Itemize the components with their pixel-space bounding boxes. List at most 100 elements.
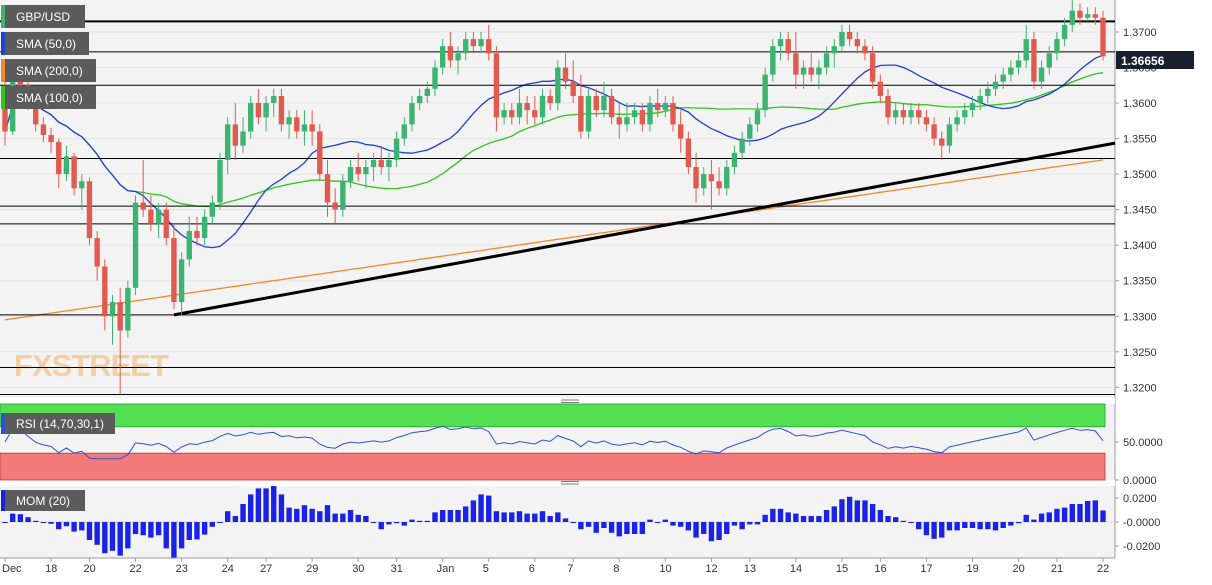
current-price-value: 1.36656 (1121, 54, 1165, 68)
mom-bar (171, 522, 177, 558)
candle-body (209, 202, 216, 217)
candle-body (877, 81, 884, 96)
candle-body (839, 31, 845, 47)
candle (923, 110, 930, 132)
candle (132, 195, 139, 295)
candle (693, 152, 699, 203)
candle (747, 117, 753, 146)
candle (478, 31, 484, 54)
mom-bar (578, 522, 584, 530)
candle-body (1092, 14, 1099, 18)
mom-panel-splitter[interactable] (0, 480, 1115, 486)
candle (547, 88, 553, 111)
legend-sma200[interactable]: SMA (200,0) (1, 59, 96, 82)
candle (601, 81, 607, 118)
candle (985, 81, 991, 104)
candle-body (409, 103, 415, 125)
candle (1031, 31, 1037, 89)
legend-instrument[interactable]: GBP/USD (1, 5, 85, 28)
mom-bar (854, 500, 860, 522)
candle-body (340, 181, 346, 210)
mom-bar (63, 522, 70, 527)
candle-body (524, 103, 530, 111)
candle-body (148, 209, 154, 224)
candle-body (547, 95, 553, 104)
candle (969, 95, 976, 118)
legend-sma100[interactable]: SMA (100,0) (1, 86, 96, 109)
candle-body (232, 124, 239, 146)
candle-body (370, 159, 377, 168)
mom-bar (716, 522, 722, 540)
candle (1092, 7, 1099, 25)
candle-body (608, 95, 615, 118)
x-axis-label: Dec (2, 563, 22, 575)
candle-body (309, 124, 315, 132)
legend-rsi[interactable]: RSI (14,70,30,1) (1, 413, 115, 434)
candle (501, 103, 507, 125)
candle (486, 24, 492, 61)
candle (186, 216, 192, 267)
candle-body (762, 74, 768, 111)
candle (1000, 67, 1006, 89)
candle-body (908, 110, 914, 118)
mom-bar (340, 513, 346, 522)
candle-body (155, 209, 162, 224)
mom-bar (432, 512, 438, 522)
candle (424, 81, 430, 104)
candle-body (647, 103, 653, 125)
candle-body (532, 110, 538, 118)
x-axis-label: 24 (222, 563, 234, 575)
legend-mom[interactable]: MOM (20) (1, 490, 85, 511)
candle (56, 138, 62, 189)
mom-bar (862, 500, 868, 522)
candle (1054, 31, 1060, 61)
candle-body (670, 103, 676, 125)
price-axis-label: 1.3500 (1123, 169, 1157, 181)
mom-bar (593, 522, 599, 533)
candle-body (86, 181, 93, 239)
candle-body (1100, 17, 1106, 57)
candle (1061, 17, 1068, 47)
candle-body (570, 81, 576, 96)
candle (854, 31, 860, 54)
candle-body (401, 124, 407, 139)
x-axis-label: Jan (437, 563, 455, 575)
candle (94, 230, 100, 281)
x-axis-label: 7 (567, 563, 573, 575)
x-axis-label: 10 (659, 563, 671, 575)
candle (109, 294, 116, 345)
candle (593, 88, 599, 118)
price-axis-label: 1.3250 (1123, 347, 1157, 359)
candle-body (793, 53, 799, 75)
candle (463, 31, 469, 61)
mom-bar (186, 522, 192, 540)
mom-bar (86, 522, 93, 540)
rsi-axis-label: 50.0000 (1123, 437, 1163, 449)
legend-mom-label: MOM (20) (16, 494, 70, 508)
mom-bar (363, 516, 369, 522)
mom-bar (685, 522, 692, 531)
candle-body (992, 81, 999, 89)
mom-bar (670, 522, 676, 526)
mom-bar (885, 516, 891, 522)
candle (1100, 10, 1106, 61)
candle (516, 88, 523, 125)
mom-bar (532, 513, 538, 522)
candle-body (616, 117, 622, 125)
candle-body (639, 110, 645, 125)
legend-sma50[interactable]: SMA (50,0) (1, 32, 89, 55)
candle-body (324, 174, 331, 203)
candle (455, 46, 461, 75)
mom-bar (793, 513, 799, 522)
mom-bar (846, 496, 853, 522)
candle (248, 95, 254, 139)
candle (524, 95, 530, 125)
candle (1038, 60, 1045, 89)
candle-body (286, 117, 292, 125)
candle (309, 110, 315, 146)
rsi-panel-splitter[interactable] (0, 398, 1115, 404)
mom-bar (1069, 504, 1075, 522)
mom-bar (140, 522, 146, 536)
candle-body (770, 46, 776, 75)
